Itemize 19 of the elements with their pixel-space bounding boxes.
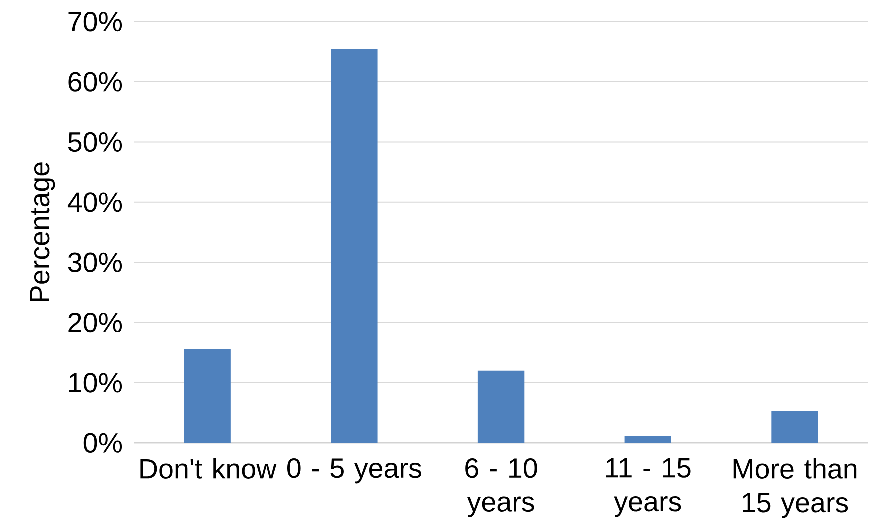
x-tick-label: 11 - 15 years (606, 458, 691, 518)
bar (624, 436, 672, 444)
y-axis-title: Percentage (30, 162, 56, 302)
bar (184, 349, 231, 444)
y-tick-label: 60% (68, 72, 122, 92)
bar (331, 50, 378, 444)
x-tick-label: More than 15 years (734, 458, 857, 518)
y-tick-label: 40% (68, 192, 122, 212)
x-tick-label: 6 - 10 years (466, 458, 538, 518)
y-tick-label: 20% (68, 313, 122, 333)
y-tick-label: 10% (69, 373, 122, 394)
bar (478, 371, 525, 444)
y-tick-label: 30% (68, 252, 122, 273)
y-tick-label: 0% (84, 434, 122, 454)
x-tick-label: 0 - 5 years (287, 458, 422, 484)
y-tick-label: 50% (68, 132, 122, 152)
y-tick-label: 70% (68, 12, 122, 32)
x-tick-label: Don't know (140, 458, 277, 480)
bar (772, 411, 818, 444)
